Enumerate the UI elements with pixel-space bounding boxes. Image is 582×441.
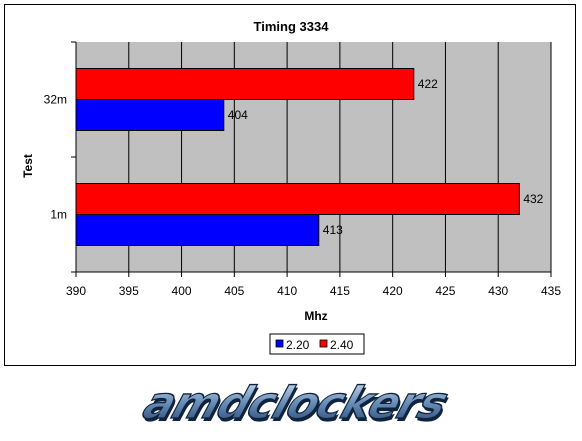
x-tick-label: 410	[277, 284, 297, 298]
bar-2-20	[75, 214, 320, 246]
chart-frame: Timing 3334 390 395 400 405 410 415 420 425 430 4…	[4, 4, 576, 366]
bar-2-20	[75, 99, 225, 131]
x-tick-label: 390	[66, 284, 86, 298]
x-tick-label: 425	[435, 284, 455, 298]
x-tick-label: 420	[383, 284, 403, 298]
bar-chart: Timing 3334 390 395 400 405 410 415 420 425 430 4…	[21, 19, 561, 355]
y-axis-label: Test	[21, 154, 35, 178]
x-tick-label: 435	[541, 284, 561, 298]
legend-swatch-2-40	[319, 339, 328, 348]
x-tick-label: 415	[330, 284, 350, 298]
legend-swatch-2-20	[275, 339, 284, 348]
data-label: 404	[228, 108, 248, 122]
bar-2-40	[75, 68, 415, 100]
plot-area: 390 395 400 405 410 415 420 425 430 435 1m 413 432 32…	[44, 41, 561, 298]
x-tick-label: 430	[488, 284, 508, 298]
logo-text-face: amdclockers	[132, 378, 459, 429]
x-axis-label: Mhz	[304, 309, 327, 323]
legend-label: 2.20	[286, 338, 310, 352]
legend-box	[269, 333, 365, 355]
bar-2-40	[75, 183, 520, 215]
y-tick-label: 32m	[44, 93, 67, 107]
y-tick-label: 1m	[50, 208, 67, 222]
legend-label: 2.40	[330, 338, 354, 352]
x-tick-label: 400	[172, 284, 192, 298]
data-label: 413	[323, 223, 343, 237]
x-tick-label: 405	[224, 284, 244, 298]
data-label: 432	[523, 192, 543, 206]
amdclockers-logo: amdclockers amdclockers	[132, 378, 461, 432]
data-label: 422	[418, 77, 438, 91]
legend: 2.20 2.40	[269, 333, 365, 355]
x-tick-label: 395	[119, 284, 139, 298]
chart-title: Timing 3334	[254, 19, 330, 34]
logo-text: amdclockers	[134, 381, 461, 432]
